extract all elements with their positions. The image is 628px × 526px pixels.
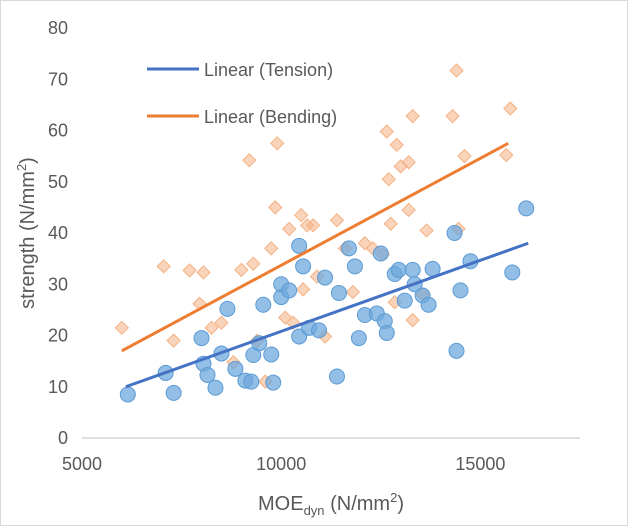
tension-point bbox=[243, 373, 260, 390]
y-tick-labels: 0 10 20 30 40 50 60 70 80 bbox=[48, 18, 68, 448]
x-tick-labels: 5000 10000 15000 bbox=[62, 454, 505, 474]
trendlines bbox=[121, 141, 529, 389]
bending-point bbox=[499, 147, 514, 163]
bending-point bbox=[234, 262, 249, 278]
x-tick-label: 5000 bbox=[62, 454, 102, 474]
tension-point bbox=[317, 269, 334, 286]
x-tick-label: 10000 bbox=[256, 454, 306, 474]
tension-point bbox=[328, 368, 345, 385]
tension-point bbox=[219, 300, 236, 317]
legend-label: Linear (Bending) bbox=[204, 107, 337, 127]
bending-point bbox=[295, 282, 311, 297]
tension-point bbox=[452, 282, 469, 299]
y-axis-label: strength (N/mm2) bbox=[14, 157, 39, 309]
tension-point bbox=[330, 284, 347, 301]
tension-point bbox=[448, 342, 465, 359]
tension-point bbox=[390, 261, 407, 278]
y-tick-label: 0 bbox=[58, 428, 68, 448]
tension-point bbox=[263, 346, 280, 363]
tension-point bbox=[372, 245, 389, 262]
tension-point bbox=[446, 225, 463, 241]
tension-point bbox=[193, 330, 210, 347]
bending-point bbox=[182, 263, 197, 278]
tension-points bbox=[119, 200, 535, 403]
tension-point bbox=[518, 200, 535, 217]
bending-point bbox=[381, 171, 396, 187]
bending-point bbox=[305, 218, 321, 233]
legend-label: Linear (Tension) bbox=[204, 60, 333, 80]
bending-point bbox=[405, 312, 420, 328]
bending-point bbox=[156, 259, 171, 274]
tension-point bbox=[378, 324, 395, 341]
tension-point bbox=[227, 360, 244, 377]
y-tick-label: 70 bbox=[48, 69, 68, 89]
y-tick-label: 50 bbox=[48, 172, 68, 192]
tension-point bbox=[265, 374, 282, 391]
bending-point bbox=[281, 221, 297, 237]
bending-point bbox=[449, 63, 464, 78]
tension-point bbox=[291, 237, 308, 254]
x-axis-label: MOEdyn (N/mm2) bbox=[258, 490, 404, 518]
y-tick-label: 60 bbox=[48, 121, 68, 141]
bending-point bbox=[383, 216, 398, 231]
tension-point bbox=[255, 296, 272, 313]
tension-point bbox=[311, 322, 328, 339]
tension-point bbox=[207, 379, 224, 396]
bending-point bbox=[329, 212, 345, 228]
tension-point bbox=[119, 386, 136, 403]
tension-point bbox=[504, 264, 521, 281]
tension-point bbox=[420, 296, 437, 313]
tension-point bbox=[165, 384, 182, 401]
legend: Linear (Tension) Linear (Bending) bbox=[147, 60, 337, 127]
bending-point bbox=[379, 124, 394, 139]
x-tick-label: 15000 bbox=[455, 454, 505, 474]
y-tick-label: 40 bbox=[48, 223, 68, 243]
bending-point bbox=[293, 207, 309, 223]
bending-point bbox=[419, 223, 434, 238]
tension-point bbox=[340, 240, 357, 257]
y-tick-label: 10 bbox=[48, 377, 68, 397]
bending-point bbox=[345, 284, 361, 300]
bending-point bbox=[264, 241, 279, 256]
tension-point bbox=[396, 292, 413, 309]
bending-point bbox=[405, 108, 420, 124]
bending-trendline bbox=[121, 141, 509, 353]
y-tick-label: 30 bbox=[48, 274, 68, 294]
tension-trendline bbox=[125, 241, 529, 389]
tension-point bbox=[199, 366, 216, 383]
bending-point bbox=[114, 320, 130, 336]
tension-point bbox=[350, 330, 367, 347]
tension-point bbox=[295, 258, 312, 275]
bending-point bbox=[214, 315, 229, 330]
bending-point bbox=[401, 202, 416, 218]
tension-point bbox=[346, 258, 363, 275]
bending-point bbox=[445, 108, 460, 124]
bending-point bbox=[268, 200, 283, 215]
bending-point bbox=[503, 101, 518, 116]
bending-point bbox=[242, 153, 257, 168]
bending-point bbox=[270, 136, 285, 151]
bending-point bbox=[389, 137, 404, 153]
y-tick-label: 80 bbox=[48, 18, 68, 38]
bending-point bbox=[196, 265, 211, 280]
tension-point bbox=[404, 261, 421, 278]
bending-point bbox=[246, 256, 261, 271]
y-tick-label: 20 bbox=[48, 326, 68, 346]
bending-point bbox=[401, 155, 416, 170]
bending-point bbox=[457, 148, 472, 164]
bending-point bbox=[166, 333, 181, 348]
bending-point bbox=[204, 320, 219, 336]
tension-point bbox=[281, 282, 298, 299]
